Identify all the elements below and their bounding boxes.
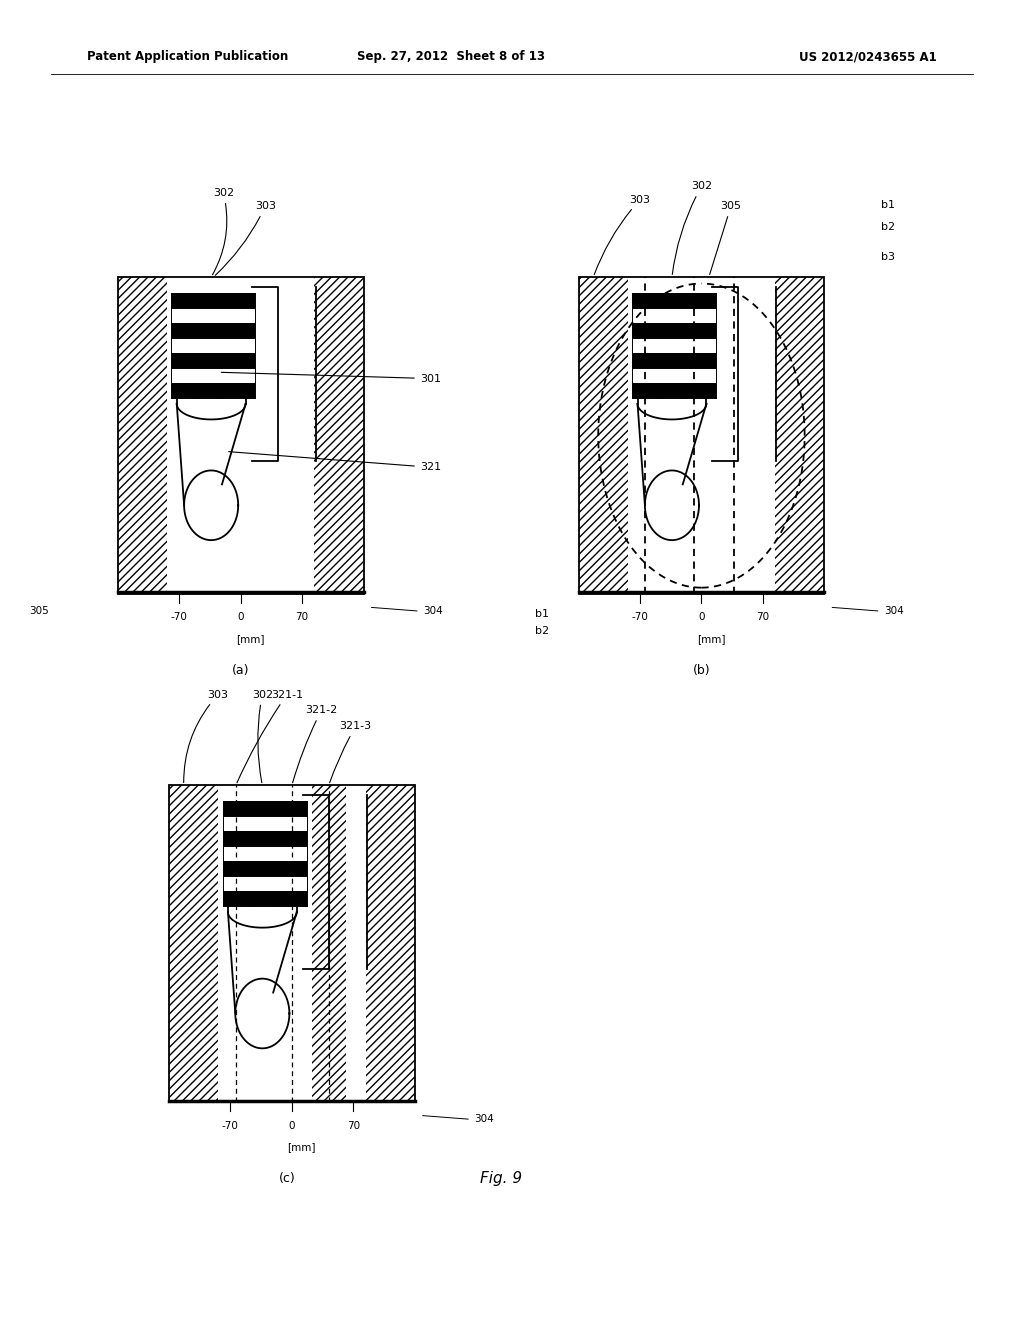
Text: 304: 304 [423, 606, 442, 616]
Bar [169, 785, 415, 1102]
Bar [169, 785, 415, 1102]
Bar [632, 293, 716, 397]
Text: 321: 321 [228, 451, 441, 473]
Text: 0: 0 [289, 1121, 295, 1131]
Bar [632, 323, 716, 338]
Bar [171, 293, 255, 308]
Text: 70: 70 [296, 612, 308, 623]
Text: 301: 301 [221, 372, 441, 384]
Text: 302: 302 [673, 181, 712, 275]
Text: 305: 305 [30, 606, 49, 616]
Text: Patent Application Publication: Patent Application Publication [87, 50, 289, 63]
Bar [579, 277, 824, 594]
Text: Fig. 9: Fig. 9 [479, 1171, 522, 1187]
Bar [632, 352, 716, 368]
Bar [222, 891, 306, 906]
Text: [mm]: [mm] [288, 1142, 316, 1152]
Bar [118, 277, 364, 594]
Text: 70: 70 [347, 1121, 359, 1131]
Text: b2: b2 [535, 626, 549, 636]
Text: b3: b3 [881, 252, 895, 263]
Text: 321-1: 321-1 [237, 689, 303, 783]
Text: 0: 0 [698, 612, 705, 623]
Bar [775, 277, 824, 594]
Text: US 2012/0243655 A1: US 2012/0243655 A1 [799, 50, 937, 63]
Bar [311, 785, 346, 1102]
Bar [222, 801, 306, 816]
Text: 304: 304 [884, 606, 903, 616]
Bar [171, 323, 255, 338]
Text: (b): (b) [692, 664, 711, 677]
Bar [366, 785, 415, 1102]
Text: 304: 304 [474, 1114, 494, 1125]
Text: -70: -70 [171, 612, 187, 623]
Text: b2: b2 [881, 222, 895, 232]
Text: 303: 303 [215, 201, 275, 276]
Text: [mm]: [mm] [237, 634, 265, 644]
Text: 302: 302 [252, 689, 273, 783]
Text: -70: -70 [632, 612, 648, 623]
Text: Sep. 27, 2012  Sheet 8 of 13: Sep. 27, 2012 Sheet 8 of 13 [356, 50, 545, 63]
Text: (c): (c) [279, 1172, 295, 1185]
Bar [118, 277, 364, 594]
Bar [632, 293, 716, 308]
Bar [632, 383, 716, 397]
Bar [579, 277, 824, 594]
Bar [222, 832, 306, 846]
Bar [171, 352, 255, 368]
Bar [118, 277, 167, 594]
Bar [171, 383, 255, 397]
Text: 0: 0 [238, 612, 244, 623]
Text: b1: b1 [536, 609, 549, 619]
Text: 302: 302 [213, 187, 234, 275]
Bar [222, 801, 306, 906]
Text: 303: 303 [594, 194, 650, 275]
Bar [169, 785, 218, 1102]
Text: 303: 303 [183, 689, 228, 783]
Bar [314, 277, 364, 594]
Text: (a): (a) [231, 664, 250, 677]
Bar [222, 861, 306, 876]
Text: b1: b1 [881, 199, 895, 210]
Text: 321-2: 321-2 [293, 705, 338, 783]
Bar [579, 277, 628, 594]
Text: -70: -70 [222, 1121, 239, 1131]
Text: 305: 305 [710, 201, 741, 275]
Text: [mm]: [mm] [697, 634, 726, 644]
Text: 70: 70 [757, 612, 769, 623]
Text: 321-3: 321-3 [330, 721, 372, 783]
Bar [171, 293, 255, 397]
